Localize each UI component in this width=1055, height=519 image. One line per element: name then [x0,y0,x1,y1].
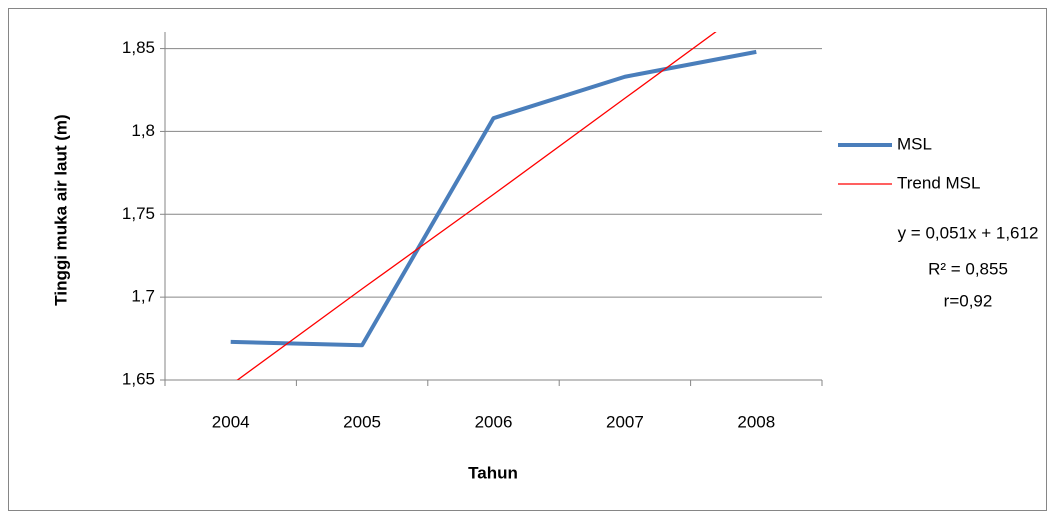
legend-label: MSL [897,134,932,153]
y-tick-label: 1,65 [122,369,155,388]
legend-label: Trend MSL [897,173,980,192]
annotation: r=0,92 [944,291,993,310]
x-tick-label: 2007 [606,412,644,431]
x-tick-label: 2004 [212,412,250,431]
annotation: y = 0,051x + 1,612 [898,223,1039,242]
y-tick-label: 1,85 [122,38,155,57]
annotation: R² = 0,855 [928,259,1008,278]
y-tick-label: 1,8 [131,121,155,140]
line-series [236,32,717,380]
y-tick-label: 1,75 [122,204,155,223]
x-axis-title: Tahun [468,463,518,482]
line-series [230,49,757,348]
y-axis-title: Tinggi muka air laut (m) [51,114,70,305]
x-tick-label: 2005 [343,412,381,431]
plot-area [230,32,757,380]
chart-border [8,8,1047,511]
x-tick-label: 2006 [475,412,513,431]
y-tick-label: 1,7 [131,287,155,306]
x-tick-label: 2008 [737,412,775,431]
